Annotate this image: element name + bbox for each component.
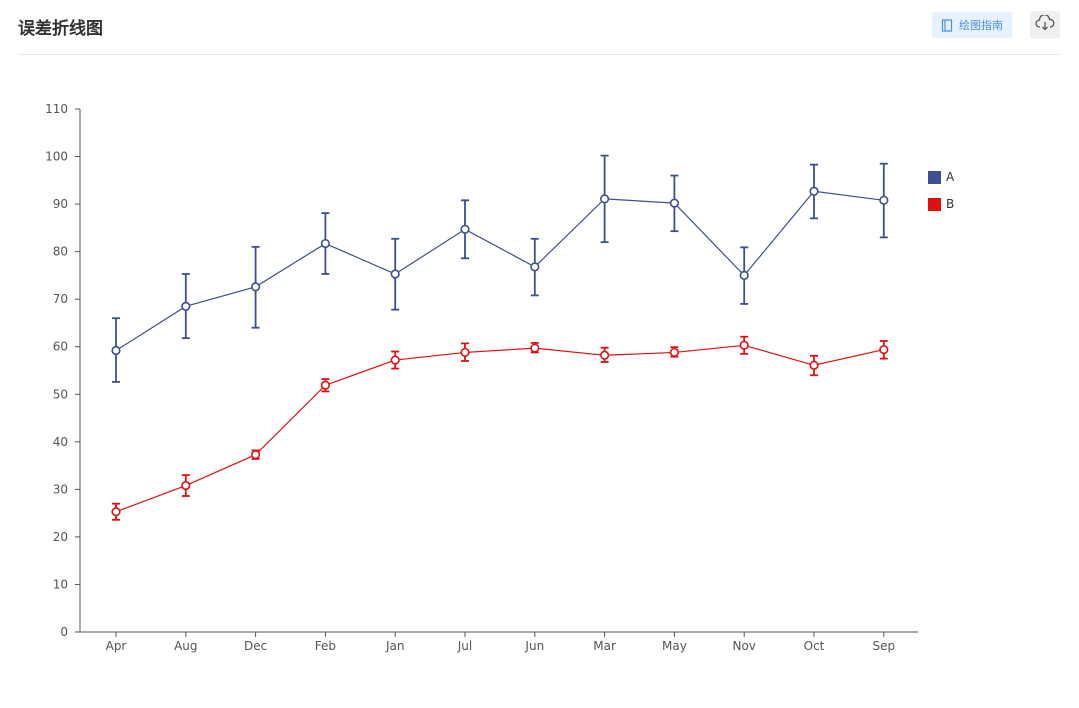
y-tick-label: 30	[53, 482, 68, 496]
data-point	[669, 198, 680, 208]
y-tick-label: 110	[45, 102, 68, 116]
legend-label: A	[946, 170, 955, 184]
data-point	[460, 347, 470, 358]
y-tick-label: 70	[53, 292, 68, 306]
y-tick-label: 60	[53, 340, 68, 354]
series-line	[115, 344, 884, 513]
series-a	[111, 154, 889, 383]
data-point	[879, 344, 889, 355]
chart-series	[111, 154, 889, 521]
data-point	[669, 347, 680, 358]
legend-item-a: A	[928, 170, 955, 184]
x-tick-label: May	[662, 639, 687, 653]
y-tick-label: 40	[53, 435, 68, 449]
y-tick-label: 50	[53, 387, 68, 401]
y-tick-label: 100	[45, 150, 68, 164]
data-point	[739, 340, 749, 350]
x-tick-label: Oct	[804, 639, 825, 653]
y-tick-label: 20	[53, 530, 68, 544]
data-point	[599, 194, 610, 204]
data-point	[460, 224, 470, 234]
y-tick-label: 90	[53, 197, 68, 211]
drawing-guide-label: 绘图指南	[959, 19, 1003, 32]
series-b	[111, 335, 889, 521]
y-tick-label: 0	[60, 625, 68, 639]
x-tick-label: Apr	[106, 639, 127, 653]
data-point	[181, 301, 191, 311]
x-tick-label: Nov	[732, 639, 755, 653]
x-tick-label: Dec	[244, 639, 267, 653]
x-tick-label: Aug	[174, 639, 197, 653]
data-point	[320, 380, 331, 390]
data-point	[181, 480, 191, 491]
data-point	[251, 450, 261, 460]
chart-legend: AB	[928, 170, 955, 211]
chart-axes: 0 10 20 30 40 50 60 70 80 90 100 110 Apr Aug Dec Feb Jan…	[45, 102, 918, 653]
data-point	[530, 343, 540, 353]
data-point	[530, 262, 540, 272]
chart-header: 误差折线图 绘图指南	[18, 0, 1060, 55]
legend-swatch	[928, 171, 941, 184]
series-line	[115, 190, 884, 352]
legend-label: B	[946, 197, 954, 211]
y-tick-label: 10	[53, 577, 68, 591]
data-point	[879, 195, 889, 205]
data-point	[390, 269, 400, 279]
data-point	[111, 507, 121, 517]
x-tick-label: Feb	[315, 639, 336, 653]
x-tick-label: Sep	[872, 639, 895, 653]
x-tick-label: Mar	[593, 639, 616, 653]
page-title: 误差折线图	[18, 19, 103, 39]
legend-swatch	[928, 198, 941, 211]
y-tick-label: 80	[53, 245, 68, 259]
drawing-guide-button[interactable]: 绘图指南	[932, 12, 1012, 38]
data-point	[599, 350, 610, 360]
data-point	[809, 360, 819, 370]
legend-item-b: B	[928, 197, 954, 211]
x-tick-label: Jul	[457, 639, 472, 653]
data-point	[739, 270, 749, 281]
data-point	[251, 282, 261, 292]
cloud-download-icon	[1035, 14, 1055, 35]
data-point	[320, 238, 331, 249]
x-tick-label: Jan	[385, 639, 405, 653]
x-tick-label: Jun	[524, 639, 544, 653]
data-point	[390, 355, 400, 365]
data-point	[111, 345, 121, 356]
data-point	[809, 186, 819, 196]
download-button[interactable]	[1030, 11, 1060, 39]
book-icon	[941, 18, 953, 32]
